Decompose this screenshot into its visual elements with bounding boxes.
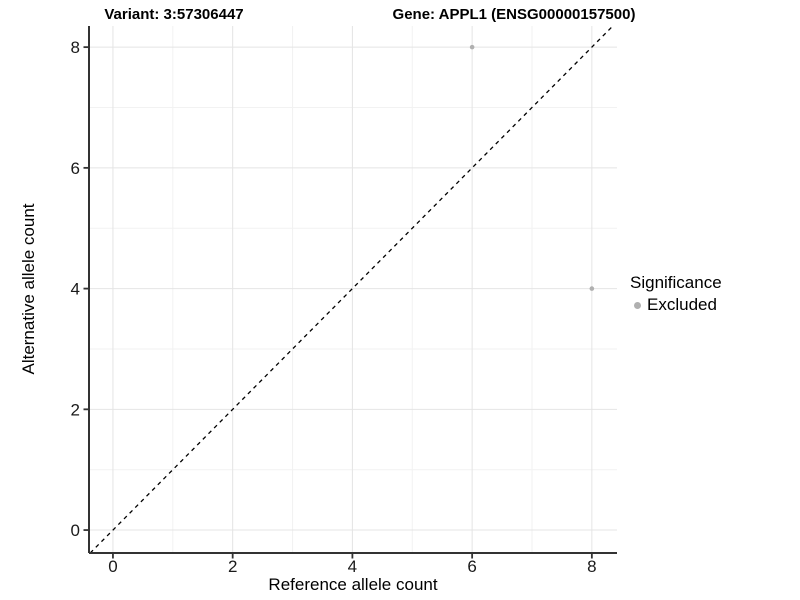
excluded-point-icon (633, 301, 641, 309)
x-tick-label: 6 (467, 557, 476, 576)
legend-item-label: Excluded (647, 295, 717, 314)
y-axis-title: Alternative allele count (19, 203, 38, 375)
legend: Significance Excluded (630, 273, 722, 315)
plot-title-gene: Gene: APPL1 (ENSG00000157500) (392, 6, 636, 23)
data-point (469, 44, 475, 50)
plot-title-variant: Variant: 3:57306447 (104, 6, 244, 23)
y-tick-label: 2 (71, 400, 80, 419)
x-tick-label: 0 (108, 557, 117, 576)
y-tick-label: 4 (71, 280, 80, 299)
x-tick-label: 4 (348, 557, 357, 576)
x-axis-title: Reference allele count (268, 575, 438, 594)
identity-dashed-line (89, 25, 614, 554)
y-tick-label: 6 (71, 159, 80, 178)
data-point (589, 286, 595, 291)
x-tick-label: 8 (587, 557, 596, 576)
legend-title: Significance (630, 273, 722, 292)
y-tick-label: 0 (71, 521, 80, 540)
legend-item-excluded: Excluded (630, 295, 722, 315)
x-tick-label: 2 (228, 557, 237, 576)
y-tick-label: 8 (71, 38, 80, 57)
legend-key (630, 298, 644, 312)
